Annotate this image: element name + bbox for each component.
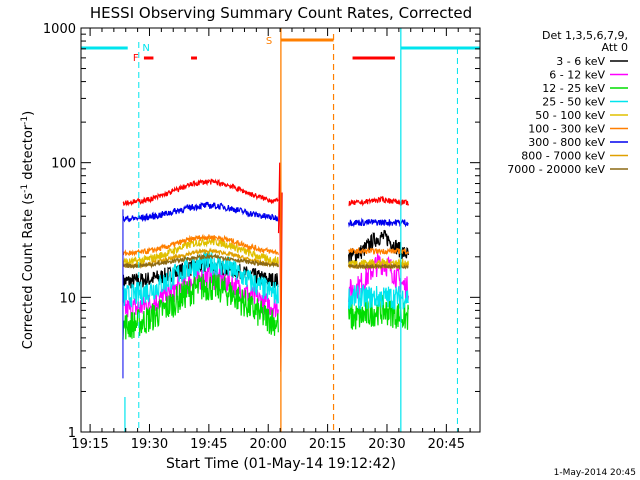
- legend-item-label: 3 - 6 keV: [556, 55, 605, 68]
- flag-markers: NF S: [81, 28, 480, 432]
- series-line: [122, 229, 409, 290]
- x-tick-label: 20:30: [368, 437, 405, 452]
- flag-label-n: N: [142, 43, 149, 54]
- y-tick-label: 1000: [43, 22, 76, 37]
- legend-item-label: 25 - 50 keV: [542, 96, 605, 109]
- x-tick-label: 19:45: [190, 437, 227, 452]
- legend-item-label: 800 - 7000 keV: [521, 150, 605, 163]
- series-line: [122, 233, 409, 257]
- series-line: [122, 251, 409, 310]
- legend-header-line1: Det 1,3,5,6,7,9,: [542, 29, 628, 42]
- y-tick-label: 1: [68, 426, 76, 441]
- legend-item-label: 100 - 300 keV: [528, 123, 605, 136]
- y-axis-label-main: Corrected Count Rate (s: [21, 193, 36, 350]
- legend-item-label: 50 - 100 keV: [535, 109, 605, 122]
- flag-label-s: S: [266, 36, 272, 47]
- legend-item-label: 7000 - 20000 keV: [507, 163, 605, 176]
- data-traces: [122, 162, 409, 379]
- x-tick-label: 20:15: [309, 437, 346, 452]
- legend-item-label: 12 - 25 keV: [542, 82, 605, 95]
- x-tick-label: 19:30: [131, 437, 168, 452]
- x-axis-label: Start Time (01-May-14 19:12:42): [166, 456, 396, 472]
- x-tick-label: 20:00: [249, 437, 286, 452]
- series-line: [122, 178, 409, 207]
- y-tick-label: 10: [59, 291, 76, 306]
- legend-header-line2: Att 0: [602, 41, 628, 54]
- y-axis: 1 10 100 1000: [43, 22, 480, 441]
- x-tick-label: 20:45: [428, 437, 465, 452]
- footer-date: 1-May-2014 20:45: [554, 468, 636, 478]
- y-axis-label-end: ): [21, 111, 36, 116]
- x-axis: 19:15 19:30 19:45 20:00 20:15 20:30 20:45: [71, 28, 471, 452]
- series-line: [122, 201, 409, 228]
- y-axis-label: Corrected Count Rate (s-1 detector-1): [20, 111, 36, 349]
- y-tick-label: 100: [51, 157, 76, 172]
- legend-item-label: 300 - 800 keV: [528, 136, 605, 149]
- x-tick-label: 19:15: [71, 437, 108, 452]
- y-axis-label-sup2: -1: [20, 116, 30, 125]
- y-axis-label-sup1: -1: [20, 184, 30, 193]
- legend-item-label: 6 - 12 keV: [549, 69, 605, 82]
- y-axis-label-mid: detector: [21, 124, 36, 184]
- flag-label-f: F: [133, 53, 139, 64]
- series-line: [122, 252, 409, 271]
- chart-title: HESSI Observing Summary Count Rates, Cor…: [90, 4, 472, 22]
